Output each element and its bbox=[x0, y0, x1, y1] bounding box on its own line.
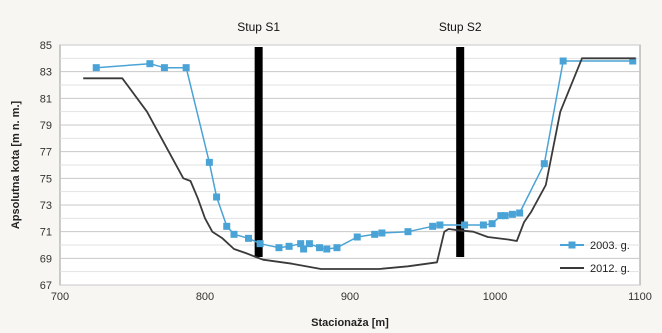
series-point-2003 bbox=[429, 222, 437, 230]
y-tick-label: 79 bbox=[40, 120, 52, 132]
x-tick-label: 900 bbox=[341, 291, 359, 303]
pillar-s1 bbox=[254, 47, 263, 257]
series-point-2003 bbox=[508, 210, 516, 218]
x-tick-label: 800 bbox=[196, 291, 214, 303]
series-point-2003 bbox=[316, 244, 324, 252]
series-point-2003 bbox=[488, 220, 496, 228]
y-tick-label: 73 bbox=[40, 200, 52, 212]
x-tick-label: 1100 bbox=[628, 291, 652, 303]
series-point-2003 bbox=[256, 240, 264, 248]
y-tick-label: 77 bbox=[40, 147, 52, 159]
series-point-2003 bbox=[479, 221, 487, 229]
series-point-2003 bbox=[92, 64, 100, 72]
pillar-label-s1: Stup S1 bbox=[237, 20, 280, 34]
y-tick-label: 75 bbox=[40, 173, 52, 185]
series-point-2003 bbox=[160, 64, 168, 72]
grid-layer bbox=[60, 44, 640, 286]
tick-layer: 67 69 71 73 75 77 79 81 83 85 700 800 900 1000 1100 bbox=[40, 40, 652, 303]
series-point-2003 bbox=[501, 212, 509, 220]
annotation-layer: Stup S1 Stup S2 bbox=[237, 20, 482, 257]
series-point-2003 bbox=[230, 230, 238, 238]
series-point-2003 bbox=[223, 222, 231, 230]
legend-label-2003: 2003. g. bbox=[590, 240, 630, 252]
series-point-2003 bbox=[182, 64, 190, 72]
series-point-2003 bbox=[436, 221, 444, 229]
series-point-2003 bbox=[629, 57, 637, 65]
pillar-s2 bbox=[456, 47, 465, 257]
series-point-2003 bbox=[333, 244, 341, 252]
series-point-2003 bbox=[300, 245, 308, 253]
series-point-2003 bbox=[378, 229, 386, 237]
series-point-2003 bbox=[353, 233, 361, 241]
series-point-2003 bbox=[275, 244, 283, 252]
series-point-2003 bbox=[297, 240, 305, 248]
x-tick-label: 700 bbox=[51, 291, 69, 303]
x-tick-label: 1000 bbox=[483, 291, 507, 303]
y-tick-label: 85 bbox=[40, 40, 52, 52]
series-point-2003 bbox=[497, 212, 505, 220]
series-point-2003 bbox=[404, 228, 412, 236]
y-tick-label: 83 bbox=[40, 67, 52, 79]
series-point-2003 bbox=[146, 60, 154, 68]
pillar-label-s2: Stup S2 bbox=[439, 20, 482, 34]
legend: 2003. g. 2012. g. bbox=[560, 240, 630, 275]
y-tick-label: 69 bbox=[40, 253, 52, 265]
legend-label-2012: 2012. g. bbox=[590, 263, 630, 275]
series-point-2003 bbox=[305, 240, 313, 248]
y-tick-label: 71 bbox=[40, 227, 52, 239]
x-axis-title: Stacionaža [m] bbox=[311, 317, 389, 329]
series-point-2003 bbox=[461, 221, 469, 229]
legend-marker-2003 bbox=[568, 241, 576, 249]
series-layer bbox=[83, 57, 637, 270]
series-point-2003 bbox=[213, 193, 221, 201]
series-point-2003 bbox=[285, 242, 293, 250]
y-axis-title: Apsolutna kota [m n. m.] bbox=[10, 100, 22, 229]
y-tick-label: 67 bbox=[40, 280, 52, 292]
series-point-2003 bbox=[540, 160, 548, 168]
series-line-2012 bbox=[83, 57, 636, 270]
series-point-2003 bbox=[371, 230, 379, 238]
series-point-2003 bbox=[516, 209, 524, 217]
series-point-2003 bbox=[205, 158, 213, 166]
series-point-2003 bbox=[323, 245, 331, 253]
series-point-2003 bbox=[245, 234, 252, 242]
series-point-2003 bbox=[559, 57, 567, 65]
y-tick-label: 81 bbox=[40, 93, 52, 105]
